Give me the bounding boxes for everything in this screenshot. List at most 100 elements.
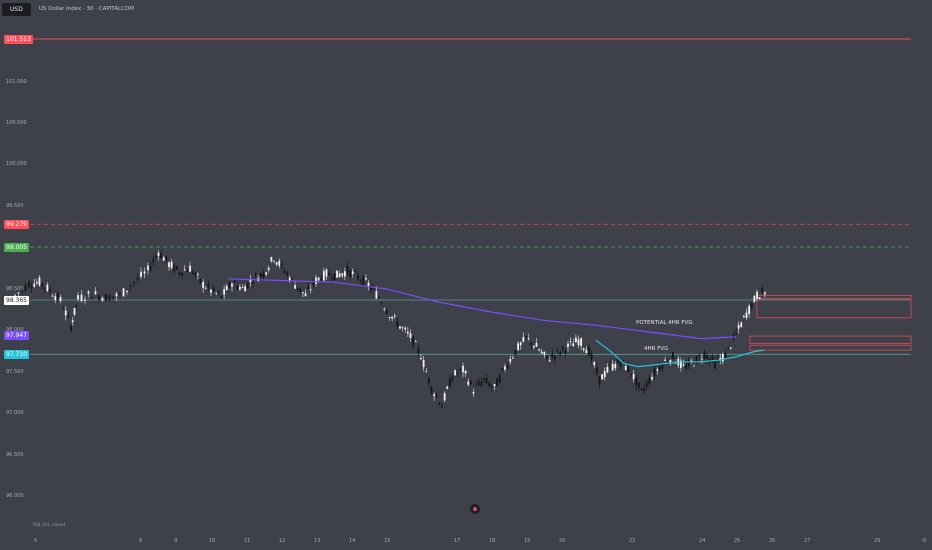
candle-body-229 [632, 373, 635, 380]
moving-average-line-1 [595, 339, 765, 368]
candle-body-124 [357, 275, 359, 280]
candle-body-66 [204, 287, 207, 289]
candle-body-47 [154, 256, 157, 258]
candle-body-40 [133, 281, 135, 283]
candle-body-138 [393, 315, 396, 317]
candle-body-162 [456, 372, 459, 374]
candle-body-174 [488, 382, 491, 387]
candle-body-257 [706, 355, 709, 360]
candle-body-28 [91, 297, 93, 299]
candle-body-37 [122, 288, 125, 297]
candle-body-213 [590, 353, 593, 360]
candle-body-6 [33, 283, 36, 287]
candle-body-181 [506, 365, 509, 368]
price-badge: 98.365 [4, 296, 29, 305]
y-tick-label: 100.000 [6, 161, 27, 168]
candle-body-93 [275, 262, 278, 265]
x-tick-label: 25 [734, 538, 741, 544]
candle-body-70 [215, 293, 218, 294]
x-tick-label: 15 [384, 538, 391, 544]
candle-body-107 [312, 280, 315, 286]
candle-body-151 [427, 377, 430, 384]
symbol-button[interactable]: USD [2, 2, 31, 16]
candle-body-105 [307, 287, 310, 289]
candle-body-77 [233, 280, 236, 283]
candle-body-49 [160, 253, 163, 259]
candle-body-101 [296, 288, 299, 290]
candle-body-200 [556, 349, 559, 351]
candle-body-131 [375, 291, 378, 299]
candle-body-79 [238, 286, 241, 290]
y-tick-label: 97.500 [6, 368, 24, 375]
candle-body-206 [572, 343, 575, 347]
candle-body-254 [698, 354, 701, 356]
level-badge: 101.513 [4, 35, 33, 44]
candle-body-21 [71, 320, 74, 323]
candle-body-232 [640, 388, 643, 390]
level-badge: 99.279 [4, 220, 29, 230]
candle-body-99 [291, 278, 294, 280]
y-tick-label: 96.500 [6, 451, 24, 458]
candle-body-159 [448, 378, 451, 388]
candle-body-116 [336, 270, 338, 278]
candle-body-13 [51, 295, 54, 297]
candle-body-198 [551, 354, 554, 357]
candle-body-244 [672, 352, 674, 359]
chart-title: US Dollar Index · 30 · CAPITALCOM [38, 6, 134, 12]
candle-body-272 [745, 312, 748, 318]
candle-body-71 [217, 292, 220, 294]
candle-body-123 [354, 270, 357, 272]
candle-body-165 [464, 370, 467, 374]
candle-body-214 [593, 362, 596, 366]
candle-body-31 [101, 297, 104, 301]
moving-average-line-0 [228, 278, 737, 340]
candle-body-247 [679, 360, 682, 368]
candle-body-113 [328, 272, 331, 276]
candle-body-238 [656, 369, 659, 371]
candle-body-239 [658, 366, 661, 371]
candle-body-85 [254, 274, 257, 276]
candle-body-14 [54, 296, 57, 300]
candle-body-147 [417, 347, 420, 353]
candle-body-243 [669, 360, 672, 364]
candle-body-212 [588, 347, 590, 356]
x-tick-label: 17 [454, 538, 461, 544]
candle-body-20 [70, 325, 72, 331]
candle-body-167 [469, 381, 472, 385]
candle-body-95 [280, 263, 283, 266]
candle-body-69 [212, 287, 215, 292]
x-tick-label: 26 [769, 538, 776, 544]
candle-body-140 [399, 326, 401, 329]
candle-body-32 [105, 294, 107, 301]
candle-body-231 [637, 382, 640, 388]
candle-body-57 [181, 272, 184, 276]
candle-body-227 [627, 366, 630, 372]
candle-body-110 [320, 278, 323, 282]
candle-body-194 [540, 351, 543, 354]
x-tick-label: 19 [524, 538, 531, 544]
candle-body-45 [149, 266, 152, 271]
fvg-zone-3 [749, 344, 912, 351]
candle-body-141 [401, 327, 404, 329]
candle-body-90 [267, 268, 270, 271]
candle-body-61 [191, 271, 194, 274]
level-badge: 99.005 [4, 242, 29, 252]
x-tick-label: 24 [699, 538, 706, 544]
candle-body-153 [433, 394, 436, 397]
candle-body-115 [333, 273, 336, 281]
candle-body-122 [351, 271, 354, 274]
candle-body-208 [577, 339, 580, 346]
candle-body-176 [493, 384, 496, 386]
candle-body-276 [756, 291, 758, 299]
settings-gear-icon[interactable]: ⚙ [921, 537, 927, 544]
candle-body-166 [467, 381, 470, 385]
candle-body-15 [56, 293, 59, 300]
candle-body-199 [553, 355, 556, 360]
candle-body-160 [451, 376, 454, 380]
candle-body-222 [614, 363, 617, 369]
candle-body-48 [157, 252, 160, 256]
candle-body-96 [283, 270, 286, 274]
candle-body-72 [220, 296, 223, 299]
candle-body-182 [509, 358, 512, 362]
